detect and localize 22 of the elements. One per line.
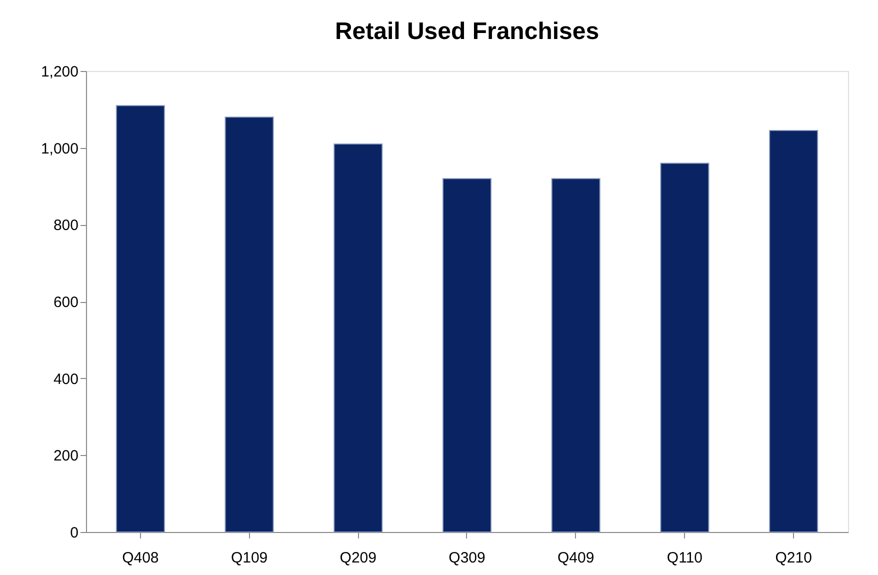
bar [442, 178, 492, 532]
bar [769, 130, 818, 532]
x-tick-label: Q109 [230, 550, 268, 566]
y-tick-label: 800 [53, 217, 78, 234]
x-tick-label: Q110 [666, 550, 703, 566]
x-tick-label: Q309 [448, 550, 486, 566]
x-tick-label: Q210 [775, 550, 812, 566]
y-tick-label: 200 [53, 448, 78, 465]
y-tick-label: 400 [53, 370, 78, 388]
x-tick-label: Q209 [340, 550, 376, 566]
x-tick-label: Q409 [558, 550, 594, 566]
y-tick-label: 1,200 [40, 64, 78, 80]
y-tick-label: 600 [53, 294, 78, 311]
bar [224, 116, 274, 532]
bar [116, 105, 165, 532]
bar [334, 143, 383, 532]
bar [551, 178, 600, 532]
y-tick-label: 1,000 [40, 140, 78, 158]
x-tick-label: Q408 [122, 550, 159, 566]
y-tick-label: 0 [70, 524, 78, 542]
bar [660, 162, 710, 532]
chart-title: Retail Used Franchises [334, 18, 600, 45]
